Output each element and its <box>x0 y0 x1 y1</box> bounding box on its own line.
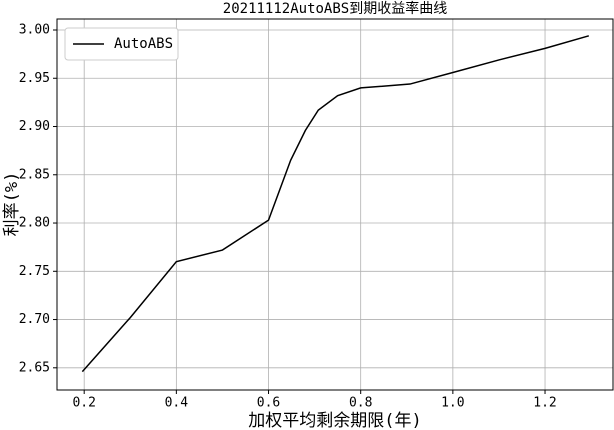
y-tick-label: 2.95 <box>19 71 50 86</box>
y-tick-label: 2.85 <box>19 167 50 182</box>
y-tick-label: 2.90 <box>19 119 50 134</box>
y-axis-label: 利率(%) <box>2 172 22 237</box>
x-tick-label: 1.2 <box>533 396 556 411</box>
x-tick-label: 0.6 <box>257 396 280 411</box>
y-tick-label: 2.65 <box>19 360 50 375</box>
x-tick-label: 1.0 <box>441 396 464 411</box>
x-tick-label: 0.2 <box>72 396 95 411</box>
x-tick-label: 0.8 <box>349 396 372 411</box>
plot-frame <box>56 18 614 391</box>
chart-title: 20211112AutoABS到期收益率曲线 <box>223 0 447 17</box>
x-tick-label: 0.4 <box>165 396 189 411</box>
legend-label: AutoABS <box>114 36 173 52</box>
line <box>81 35 590 373</box>
y-tick-label: 2.70 <box>19 312 50 327</box>
legend-box <box>64 27 179 61</box>
y-tick-label: 2.80 <box>19 216 50 231</box>
y-tick-label: 3.00 <box>19 23 50 38</box>
x-axis-label: 加权平均剩余期限(年) <box>248 411 421 430</box>
y-tick-label: 2.75 <box>19 264 50 279</box>
